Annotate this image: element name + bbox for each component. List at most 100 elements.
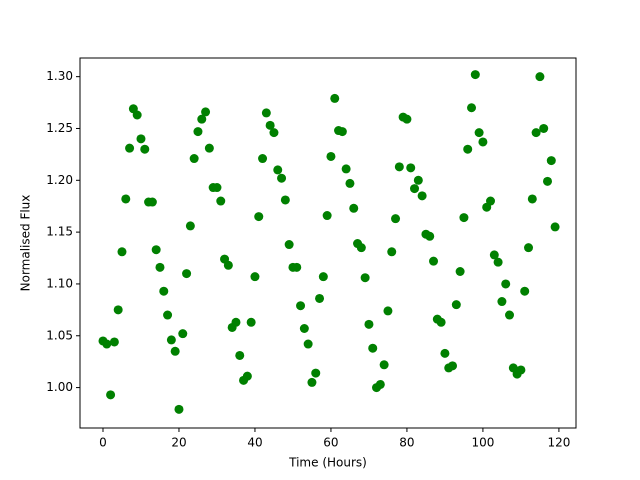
scatter-point xyxy=(163,310,173,320)
y-tick-label: 1.15 xyxy=(46,225,73,239)
scatter-point xyxy=(368,343,378,353)
scatter-point xyxy=(337,127,347,137)
scatter-point xyxy=(242,371,252,381)
scatter-point xyxy=(459,213,469,223)
scatter-point xyxy=(254,212,264,222)
scatter-point xyxy=(121,194,131,204)
scatter-point xyxy=(539,123,549,133)
scatter-point xyxy=(425,231,435,241)
scatter-point xyxy=(546,156,556,166)
scatter-point xyxy=(413,175,423,185)
scatter-point xyxy=(326,151,336,161)
x-tick-label: 120 xyxy=(547,436,570,450)
scatter-point xyxy=(315,293,325,303)
scatter-point xyxy=(189,154,199,164)
scatter-point xyxy=(265,120,275,130)
scatter-point xyxy=(292,262,302,272)
y-tick-label: 1.05 xyxy=(46,328,73,342)
scatter-point xyxy=(193,127,203,137)
scatter-point xyxy=(535,72,545,82)
x-tick-label: 80 xyxy=(399,436,414,450)
scatter-point xyxy=(246,317,256,327)
y-tick-label: 1.30 xyxy=(46,69,73,83)
x-tick-label: 40 xyxy=(247,436,262,450)
x-tick-label: 0 xyxy=(99,436,107,450)
scatter-point xyxy=(185,221,195,231)
scatter-point xyxy=(155,262,165,272)
scatter-point xyxy=(174,404,184,414)
scatter-point xyxy=(478,137,488,147)
scatter-point xyxy=(391,214,401,224)
scatter-point xyxy=(299,324,309,334)
scatter-point xyxy=(136,134,146,144)
scatter-point xyxy=(505,310,515,320)
scatter-point xyxy=(140,144,150,154)
scatter-point xyxy=(364,319,374,329)
scatter-point xyxy=(550,222,560,232)
scatter-point xyxy=(261,108,271,118)
y-tick-label: 1.10 xyxy=(46,276,73,290)
scatter-point xyxy=(178,329,188,339)
scatter-point xyxy=(284,240,294,250)
scatter-point xyxy=(277,173,287,183)
scatter-point xyxy=(527,194,537,204)
scatter-point xyxy=(235,350,245,360)
scatter-point xyxy=(410,184,420,194)
scatter-point xyxy=(516,365,526,375)
scatter-point xyxy=(489,250,499,260)
scatter-point xyxy=(417,191,427,201)
scatter-point xyxy=(379,360,389,370)
scatter-point xyxy=(345,178,355,188)
scatter-point xyxy=(117,247,127,257)
scatter-point xyxy=(383,306,393,316)
x-axis-label: Time (Hours) xyxy=(288,456,367,470)
scatter-point xyxy=(159,286,169,296)
scatter-point xyxy=(109,337,119,347)
scatter-point xyxy=(307,377,317,387)
scatter-point xyxy=(497,297,507,307)
scatter-point xyxy=(113,305,123,315)
scatter-point xyxy=(322,211,332,221)
scatter-point xyxy=(147,197,157,207)
scatter-point xyxy=(436,317,446,327)
scatter-point xyxy=(216,196,226,206)
scatter-point xyxy=(303,339,313,349)
scatter-point xyxy=(204,143,214,153)
scatter-point xyxy=(311,368,321,378)
scatter-point xyxy=(520,286,530,296)
scatter-point xyxy=(269,128,279,138)
scatter-point xyxy=(170,346,180,356)
scatter-point xyxy=(360,273,370,283)
scatter-point xyxy=(231,317,241,327)
scatter-point xyxy=(250,272,260,282)
scatter-point xyxy=(258,154,268,164)
scatter-point xyxy=(387,247,397,257)
scatter-point xyxy=(463,144,473,154)
scatter-point xyxy=(394,162,404,172)
scatter-point xyxy=(375,379,385,389)
scatter-point xyxy=(212,183,222,193)
scatter-point xyxy=(402,114,412,124)
scatter-point xyxy=(273,165,283,175)
scatter-point xyxy=(474,128,484,138)
scatter-point xyxy=(448,361,458,371)
scatter-point xyxy=(125,143,135,153)
scatter-point xyxy=(102,339,112,349)
scatter-point xyxy=(318,272,328,282)
y-axis-label: Normalised Flux xyxy=(19,195,33,292)
scatter-point xyxy=(440,348,450,358)
scatter-point xyxy=(280,195,290,205)
scatter-point xyxy=(349,203,359,213)
x-tick-label: 20 xyxy=(171,436,186,450)
scatter-point xyxy=(151,245,161,255)
scatter-point xyxy=(501,279,511,289)
plot-frame xyxy=(79,57,577,429)
y-tick-label: 1.20 xyxy=(46,173,73,187)
scatter-point xyxy=(406,163,416,173)
scatter-point xyxy=(356,243,366,253)
scatter-point xyxy=(296,301,306,311)
scatter-point xyxy=(201,107,211,117)
y-tick-label: 1.25 xyxy=(46,121,73,135)
scatter-point xyxy=(429,256,439,266)
